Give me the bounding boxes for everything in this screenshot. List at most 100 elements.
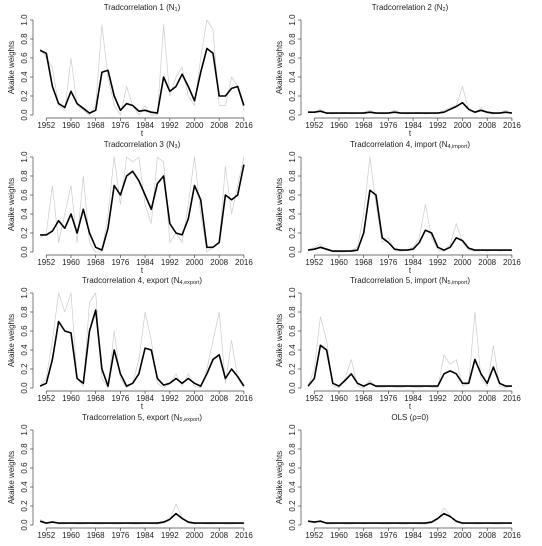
x-axis-title: t <box>409 266 412 275</box>
x-tick-label: 1992 <box>161 531 179 540</box>
x-tick-label: 2000 <box>454 258 472 267</box>
x-tick-label: 2000 <box>454 121 472 130</box>
series-line <box>308 101 513 114</box>
x-tick-label: 1968 <box>87 258 105 267</box>
title-text: ) <box>178 140 181 149</box>
x-tick-label: 2008 <box>210 531 228 540</box>
x-tick-label: 2008 <box>478 121 496 130</box>
y-tick-label: 0.8 <box>288 443 297 455</box>
title-subscript: 5,export <box>179 417 199 423</box>
y-tick-label: 0.2 <box>288 363 297 375</box>
y-tick-label: 0.0 <box>20 109 29 121</box>
y-tick-label: 0.6 <box>288 52 297 64</box>
series-line <box>39 512 244 524</box>
series-line <box>39 47 245 114</box>
y-tick-label: 0.6 <box>20 325 29 337</box>
series-line <box>39 19 245 116</box>
title-text: ) <box>199 413 202 422</box>
series-line <box>307 512 512 524</box>
y-tick-label: 1.0 <box>288 287 297 299</box>
panel-title: OLS (ρ=0) <box>391 413 429 422</box>
x-axis-title: t <box>409 129 412 138</box>
y-axis-title: Akaike weights <box>7 41 16 94</box>
series-line <box>40 164 245 251</box>
x-tick-label: 2016 <box>235 121 253 130</box>
x-tick-label: 2008 <box>210 121 228 130</box>
x-tick-label: 1984 <box>404 121 422 130</box>
x-tick-label: 1992 <box>429 531 447 540</box>
x-tick-label: 1960 <box>330 121 348 130</box>
y-tick-label: 1.0 <box>288 424 297 436</box>
x-tick-label: 2008 <box>210 394 228 403</box>
x-tick-label: 1960 <box>330 531 348 540</box>
x-tick-label: 1984 <box>136 121 154 130</box>
title-text: Tradcorrelation 3 (N <box>104 140 175 149</box>
y-tick-label: 0.2 <box>20 227 29 239</box>
x-tick-label: 1976 <box>111 531 129 540</box>
x-axis-title: t <box>141 266 144 275</box>
x-tick-label: 1960 <box>62 531 80 540</box>
y-axis-title: Akaike weights <box>7 314 16 367</box>
x-axis-title: t <box>141 402 144 411</box>
x-tick-label: 2000 <box>454 394 472 403</box>
x-tick-label: 1984 <box>404 531 422 540</box>
title-text: Tradcorrelation 1 (N <box>104 3 175 12</box>
y-axis-title: Akaike weights <box>275 41 284 94</box>
title-text: ) <box>467 140 470 149</box>
x-tick-label: 1968 <box>355 531 373 540</box>
x-tick-label: 1952 <box>305 394 323 403</box>
panel-title: Tradcorrelation 1 (N1) <box>104 3 181 13</box>
x-tick-label: 1992 <box>429 121 447 130</box>
y-tick-label: 0.6 <box>288 462 297 474</box>
y-tick-label: 0.6 <box>20 462 29 474</box>
y-tick-label: 0.2 <box>20 363 29 375</box>
series-line <box>307 507 512 525</box>
x-tick-label: 1984 <box>136 258 154 267</box>
y-tick-label: 0.6 <box>288 189 297 201</box>
x-tick-label: 1992 <box>161 121 179 130</box>
series-line <box>307 311 513 389</box>
y-tick-label: 1.0 <box>20 14 29 26</box>
series-line <box>307 344 512 387</box>
x-tick-label: 2008 <box>478 531 496 540</box>
title-text: Tradcorrelation 2 (N <box>372 3 443 12</box>
x-tick-label: 1976 <box>379 121 397 130</box>
y-tick-label: 0.4 <box>288 208 297 220</box>
x-tick-label: 2016 <box>503 394 521 403</box>
x-tick-label: 1976 <box>379 531 397 540</box>
title-text: Tradcorrelation 5, import (N <box>350 276 448 285</box>
title-text: ) <box>446 3 449 12</box>
x-tick-label: 1960 <box>62 121 80 130</box>
x-axis-title: t <box>141 129 144 138</box>
x-tick-label: 1968 <box>355 121 373 130</box>
x-tick-label: 1968 <box>355 258 373 267</box>
title-subscript: 5,import <box>447 280 467 286</box>
x-tick-label: 1952 <box>305 258 323 267</box>
series-line <box>39 503 244 525</box>
series-line <box>307 156 512 253</box>
y-tick-label: 1.0 <box>20 424 29 436</box>
x-tick-label: 1952 <box>37 258 55 267</box>
x-tick-label: 1976 <box>379 258 397 267</box>
x-tick-label: 2000 <box>186 394 204 403</box>
y-tick-label: 0.4 <box>20 71 29 83</box>
x-tick-label: 1960 <box>330 394 348 403</box>
y-tick-label: 0.6 <box>288 325 297 337</box>
y-tick-label: 0.8 <box>288 33 297 45</box>
y-tick-label: 0.8 <box>20 33 29 45</box>
x-tick-label: 1976 <box>111 121 129 130</box>
x-tick-label: 1960 <box>62 394 80 403</box>
x-tick-label: 1968 <box>87 531 105 540</box>
x-tick-label: 1952 <box>37 394 55 403</box>
x-tick-label: 2000 <box>186 121 204 130</box>
x-tick-label: 2000 <box>186 258 204 267</box>
y-tick-label: 0.8 <box>20 170 29 182</box>
y-tick-label: 0.0 <box>288 246 297 258</box>
x-tick-label: 1960 <box>62 258 80 267</box>
panel-title: Tradcorrelation 4, export (N4,export) <box>82 276 202 286</box>
panel-title: Tradcorrelation 2 (N2) <box>372 3 449 13</box>
x-tick-label: 2016 <box>235 394 253 403</box>
y-tick-label: 0.4 <box>288 481 297 493</box>
y-axis-title: Akaike weights <box>275 178 284 231</box>
